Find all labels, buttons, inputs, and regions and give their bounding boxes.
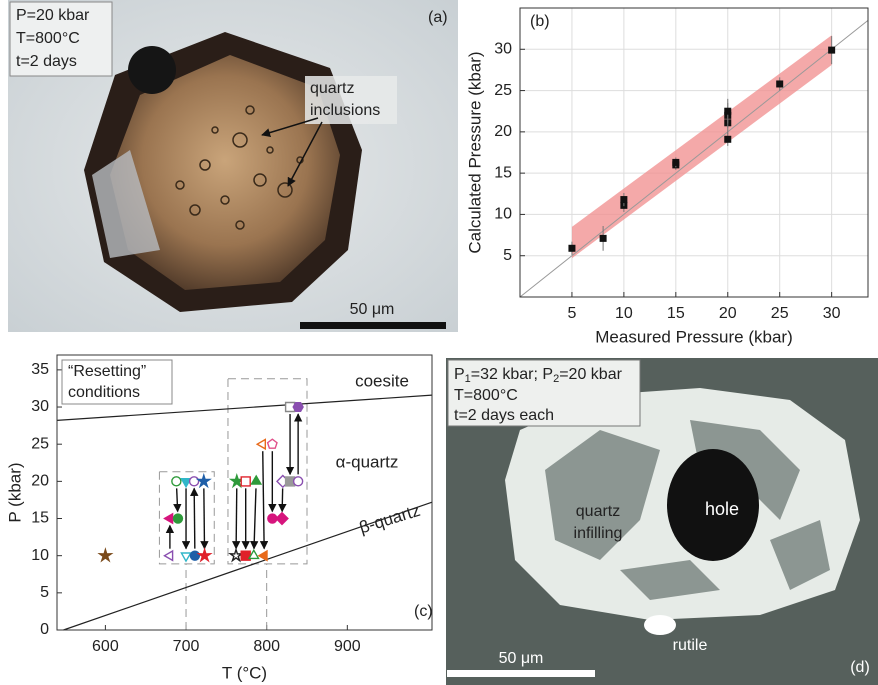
data-point (190, 551, 199, 560)
y-tick-label: 5 (40, 584, 49, 601)
data-point (672, 159, 679, 166)
data-point (724, 136, 731, 143)
y-tick-label: 0 (40, 621, 49, 638)
phase-label: coesite (355, 371, 409, 390)
x-tick-label: 900 (334, 638, 361, 655)
rutile-label: rutile (673, 637, 708, 654)
data-point (294, 477, 303, 486)
condition-part: =20 kbar (559, 366, 622, 383)
y-tick-label: 30 (494, 41, 512, 58)
data-point (568, 245, 575, 252)
chart-title: conditions (68, 384, 140, 401)
panel-d: P1=32 kbar; P2=20 kbar T=800°C t=2 days … (446, 358, 878, 685)
annotation: inclusions (310, 102, 380, 119)
condition: T=800°C (16, 30, 80, 47)
panel-label: (d) (850, 659, 870, 676)
panel-label: (b) (530, 13, 550, 30)
infill-label: infilling (574, 525, 623, 542)
x-tick-label: 10 (615, 305, 633, 322)
y-tick-label: 35 (31, 361, 49, 378)
data-point (165, 514, 173, 523)
y-tick-label: 25 (31, 435, 49, 452)
x-tick-label: 600 (92, 638, 119, 655)
data-point (276, 513, 288, 525)
data-point (181, 553, 190, 561)
chart-title: “Resetting” (68, 363, 146, 380)
data-point (252, 476, 261, 484)
x-axis-label: T (°C) (222, 663, 267, 682)
y-tick-label: 15 (31, 510, 49, 527)
data-point (259, 551, 267, 560)
x-tick-label: 800 (253, 638, 280, 655)
opaque-inclusion (128, 46, 176, 94)
data-point (241, 477, 250, 486)
data-point (165, 551, 173, 560)
condition: T=800°C (454, 387, 518, 404)
data-point (190, 477, 199, 486)
data-point (230, 550, 242, 561)
y-tick-label: 10 (31, 547, 49, 564)
y-axis-label: P (kbar) (5, 462, 24, 522)
infill-label: quartz (576, 503, 620, 520)
scale-label: 50 μm (350, 301, 395, 318)
data-point (257, 440, 265, 449)
panel-label: (c) (414, 603, 433, 620)
condition: t=2 days each (454, 407, 554, 424)
data-point (724, 108, 731, 115)
data-point (199, 550, 211, 561)
data-point (776, 80, 783, 87)
condition: P1=32 kbar; P2=20 kbar (454, 366, 623, 385)
x-tick-label: 15 (667, 305, 685, 322)
x-tick-label: 700 (173, 638, 200, 655)
scale-bar (447, 670, 595, 677)
data-point (100, 550, 112, 561)
phase-label: α-quartz (336, 452, 399, 471)
condition-part: =32 kbar; P (471, 366, 553, 383)
panel-a: P=20 kbar T=800°C t=2 days (a) quartz in… (8, 0, 458, 332)
data-point (198, 475, 210, 486)
data-point (268, 439, 277, 448)
scale-label: 50 μm (499, 650, 544, 667)
annotation: quartz (310, 80, 354, 97)
arrow (254, 488, 256, 548)
x-tick-label: 5 (567, 305, 576, 322)
rutile-grain (644, 615, 676, 635)
condition: t=2 days (16, 53, 77, 70)
data-point (173, 514, 182, 523)
condition: P=20 kbar (16, 7, 90, 24)
arrow (177, 488, 178, 511)
chart-c: 600 700 800 900 0 5 10 15 20 25 30 35 T (°C) P (kbar)… (5, 355, 432, 682)
x-tick-label: 20 (719, 305, 737, 322)
arrow (282, 488, 283, 511)
arrow (236, 488, 237, 548)
chart-b: 5 10 15 20 25 30 5 10 15 20 25 30 Measured Pressure … (465, 8, 868, 346)
figure: P=20 kbar T=800°C t=2 days (a) quartz in… (0, 0, 878, 685)
y-tick-label: 5 (503, 247, 512, 264)
data-point (828, 47, 835, 54)
arrow (204, 488, 205, 548)
y-tick-label: 10 (494, 206, 512, 223)
x-axis-label: Measured Pressure (kbar) (595, 327, 792, 346)
arrow (194, 488, 195, 548)
x-tick-label: 30 (823, 305, 841, 322)
phase-label: β-quartz (357, 501, 423, 537)
scale-bar (300, 322, 446, 329)
x-tick-label: 25 (771, 305, 789, 322)
panel-label: (a) (428, 9, 448, 26)
data-point (293, 403, 303, 412)
y-tick-label: 25 (494, 82, 512, 99)
arrow (263, 451, 264, 548)
y-tick-label: 20 (494, 123, 512, 140)
y-axis-label: Calculated Pressure (kbar) (465, 51, 484, 253)
condition-part: P (454, 366, 465, 383)
y-tick-label: 20 (31, 473, 49, 490)
y-tick-label: 30 (31, 398, 49, 415)
data-point (620, 196, 627, 203)
hole-label: hole (705, 499, 739, 519)
y-tick-label: 15 (494, 164, 512, 181)
data-point (600, 235, 607, 242)
data-point (172, 477, 181, 486)
